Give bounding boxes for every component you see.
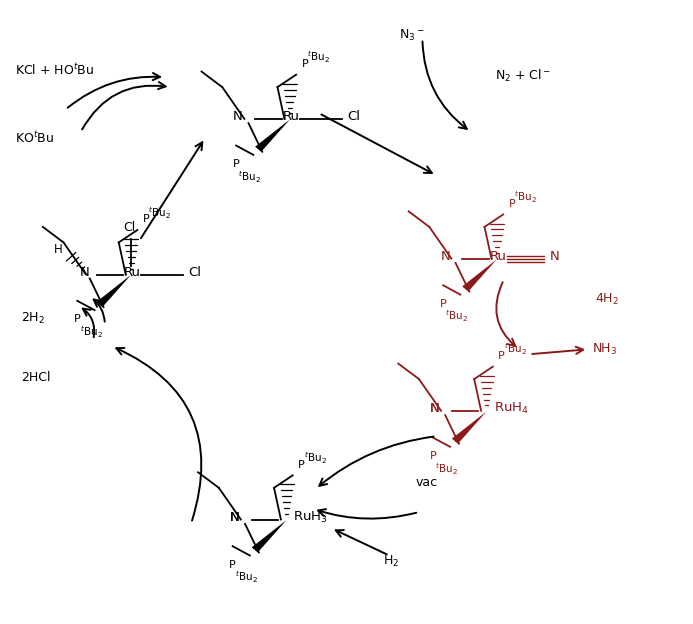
Text: RuH$_3$: RuH$_3$ — [293, 510, 328, 525]
Text: $^t$Bu$_2$: $^t$Bu$_2$ — [446, 309, 468, 324]
Text: $^t$Bu$_2$: $^t$Bu$_2$ — [435, 461, 458, 477]
Text: $^t$Bu$_2$: $^t$Bu$_2$ — [307, 50, 330, 66]
Text: KCl + HO$^t$Bu: KCl + HO$^t$Bu — [15, 62, 94, 77]
Text: N: N — [80, 266, 89, 279]
Text: P: P — [301, 59, 308, 69]
Text: vac: vac — [416, 476, 438, 489]
Polygon shape — [255, 119, 290, 152]
Text: P: P — [229, 560, 236, 570]
Text: Cl: Cl — [123, 222, 136, 235]
Text: KO$^t$Bu: KO$^t$Bu — [15, 130, 55, 146]
Text: N: N — [234, 110, 243, 124]
Text: H$_2$: H$_2$ — [383, 554, 399, 569]
Text: N: N — [440, 250, 450, 263]
Text: P: P — [233, 159, 240, 169]
Text: P: P — [509, 199, 516, 209]
Text: $^t$Bu$_2$: $^t$Bu$_2$ — [238, 169, 261, 185]
Text: Ru: Ru — [283, 110, 300, 124]
Text: P: P — [430, 451, 436, 461]
Text: Cl: Cl — [188, 266, 202, 279]
Text: $^t$Bu$_2$: $^t$Bu$_2$ — [504, 342, 527, 358]
Polygon shape — [252, 520, 286, 552]
Text: H: H — [54, 243, 63, 256]
Text: P: P — [498, 351, 505, 361]
Polygon shape — [452, 411, 486, 444]
Text: N: N — [550, 250, 559, 263]
Text: $^t$Bu$_2$: $^t$Bu$_2$ — [235, 570, 258, 585]
Text: $^t$Bu$_2$: $^t$Bu$_2$ — [148, 205, 171, 221]
Text: N: N — [230, 511, 240, 524]
Text: P: P — [440, 299, 446, 309]
Text: Cl: Cl — [347, 110, 360, 124]
Text: N$_2$ + Cl$^-$: N$_2$ + Cl$^-$ — [495, 68, 551, 84]
Text: RuH$_4$: RuH$_4$ — [493, 401, 529, 416]
Text: NH$_3$: NH$_3$ — [592, 342, 617, 357]
Text: P: P — [74, 314, 81, 324]
Text: Ru: Ru — [124, 266, 141, 279]
Text: $^t$Bu$_2$: $^t$Bu$_2$ — [80, 324, 103, 340]
Text: N: N — [430, 402, 439, 416]
Text: Ru: Ru — [490, 250, 507, 263]
Text: 2HCl: 2HCl — [21, 371, 50, 384]
Text: 2H$_2$: 2H$_2$ — [21, 311, 45, 326]
Text: P: P — [143, 215, 150, 225]
Polygon shape — [462, 259, 497, 291]
Text: $^t$Bu$_2$: $^t$Bu$_2$ — [304, 451, 326, 466]
Polygon shape — [96, 275, 131, 307]
Text: N: N — [430, 402, 439, 416]
Text: $^t$Bu$_2$: $^t$Bu$_2$ — [514, 190, 537, 205]
Text: N: N — [230, 511, 240, 524]
Text: P: P — [298, 460, 305, 470]
Text: N$_3$$^-$: N$_3$$^-$ — [399, 28, 425, 43]
Text: 4H$_2$: 4H$_2$ — [595, 292, 619, 307]
